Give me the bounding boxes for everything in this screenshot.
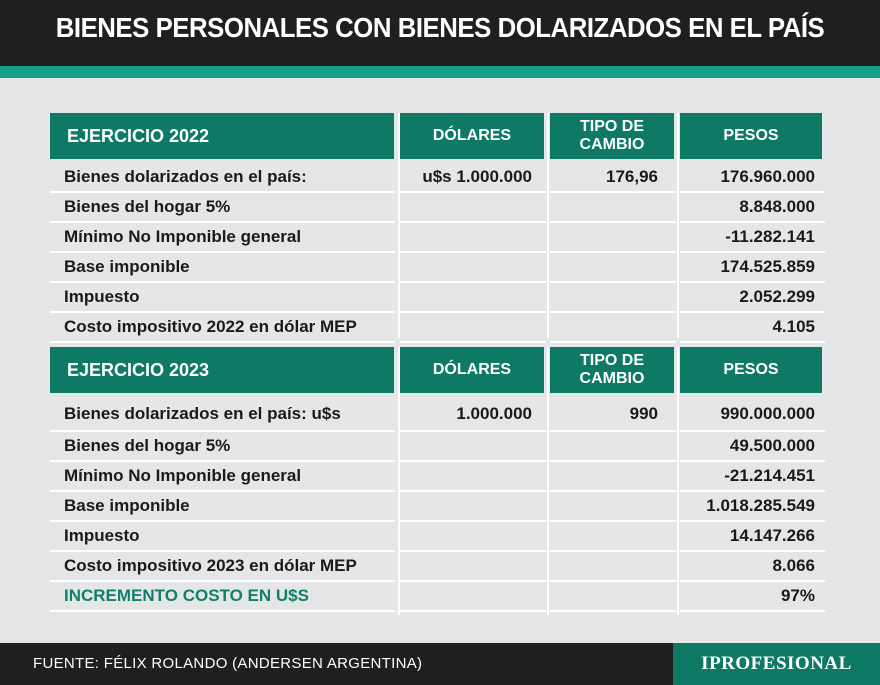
brand-logo-text: IPROFESIONAL (701, 653, 852, 674)
cell-pesos: 8.066 (680, 552, 825, 582)
cell-tipo-cambio (550, 582, 676, 612)
table-row: Base imponible 174.525.859 (50, 253, 825, 283)
column-divider (677, 113, 679, 338)
cell-dolares (400, 492, 546, 522)
cell-tipo-cambio (550, 253, 676, 283)
cell-tipo-cambio: 176,96 (550, 163, 676, 193)
column-divider (398, 113, 400, 338)
cell-tipo-cambio (550, 492, 676, 522)
footer-bar: FUENTE: FÉLIX ROLANDO (ANDERSEN ARGENTIN… (0, 643, 880, 685)
row-label: Mínimo No Imponible general (50, 462, 395, 492)
cell-tipo-cambio (550, 522, 676, 552)
column-divider (547, 113, 549, 338)
cell-dolares (400, 283, 546, 313)
cell-pesos: 4.105 (680, 313, 825, 343)
column-divider (677, 347, 679, 615)
column-header-pesos: PESOS (680, 347, 822, 393)
row-label: INCREMENTO COSTO EN U$S (50, 582, 395, 612)
page-title: BIENES PERSONALES CON BIENES DOLARIZADOS… (55, 12, 825, 43)
cell-pesos: -11.282.141 (680, 223, 825, 253)
section-year-label: EJERCICIO 2023 (50, 347, 394, 393)
row-label: Bienes dolarizados en el país: u$s (50, 402, 395, 432)
cell-tipo-cambio (550, 313, 676, 343)
table-row: Base imponible 1.018.285.549 (50, 492, 825, 522)
cell-tipo-cambio (550, 432, 676, 462)
table-row: Bienes dolarizados en el país: u$s 1.000.… (50, 163, 825, 193)
cell-dolares (400, 223, 546, 253)
row-label: Base imponible (50, 253, 395, 283)
column-header-tipo-cambio: TIPO DE CAMBIO (550, 113, 674, 159)
cell-pesos: -21.214.451 (680, 462, 825, 492)
row-label: Costo impositivo 2022 en dólar MEP (50, 313, 395, 343)
table-row: Bienes del hogar 5% 8.848.000 (50, 193, 825, 223)
cell-dolares (400, 552, 546, 582)
table-row: Bienes dolarizados en el país: u$s 1.000.… (50, 402, 825, 432)
column-header-tipo-cambio: TIPO DE CAMBIO (550, 347, 674, 393)
cell-pesos: 1.018.285.549 (680, 492, 825, 522)
cell-dolares (400, 462, 546, 492)
cell-pesos: 990.000.000 (680, 402, 825, 432)
column-divider (547, 347, 549, 615)
source-credit: FUENTE: FÉLIX ROLANDO (ANDERSEN ARGENTIN… (33, 655, 423, 672)
table-row: Impuesto 14.147.266 (50, 522, 825, 552)
cell-pesos: 14.147.266 (680, 522, 825, 552)
table-row: Bienes del hogar 5% 49.500.000 (50, 432, 825, 462)
row-label: Bienes del hogar 5% (50, 193, 395, 223)
cell-pesos: 2.052.299 (680, 283, 825, 313)
table-row: Mínimo No Imponible general -21.214.451 (50, 462, 825, 492)
table-row: INCREMENTO COSTO EN U$S 97% (50, 582, 825, 612)
column-header-tipo-cambio-text: TIPO DE CAMBIO (579, 118, 645, 153)
table-ejercicio-2023: EJERCICIO 2023 DÓLARES TIPO DE CAMBIO PE… (50, 347, 825, 615)
cell-dolares (400, 522, 546, 552)
table-row: Costo impositivo 2023 en dólar MEP 8.066 (50, 552, 825, 582)
cell-dolares: u$s 1.000.000 (400, 163, 546, 193)
cell-tipo-cambio (550, 462, 676, 492)
column-header-tipo-cambio-text: TIPO DE CAMBIO (579, 352, 645, 387)
cell-pesos: 97% (680, 582, 825, 612)
cell-pesos: 49.500.000 (680, 432, 825, 462)
cell-dolares: 1.000.000 (400, 402, 546, 432)
cell-tipo-cambio (550, 223, 676, 253)
brand-logo: IPROFESIONAL (673, 643, 880, 685)
cell-pesos: 176.960.000 (680, 163, 825, 193)
column-header-dolares: DÓLARES (400, 113, 544, 159)
cell-dolares (400, 432, 546, 462)
cell-tipo-cambio (550, 283, 676, 313)
cell-tipo-cambio (550, 552, 676, 582)
cell-dolares (400, 193, 546, 223)
cell-dolares (400, 582, 546, 612)
accent-bar (0, 66, 880, 78)
row-label: Impuesto (50, 522, 395, 552)
table-ejercicio-2022: EJERCICIO 2022 DÓLARES TIPO DE CAMBIO PE… (50, 113, 825, 343)
section-year-label: EJERCICIO 2022 (50, 113, 394, 159)
table-row: Mínimo No Imponible general -11.282.141 (50, 223, 825, 253)
row-label: Mínimo No Imponible general (50, 223, 395, 253)
table-row: Costo impositivo 2022 en dólar MEP 4.105 (50, 313, 825, 343)
cell-pesos: 174.525.859 (680, 253, 825, 283)
row-label: Bienes del hogar 5% (50, 432, 395, 462)
row-label: Impuesto (50, 283, 395, 313)
cell-dolares (400, 313, 546, 343)
row-label: Costo impositivo 2023 en dólar MEP (50, 552, 395, 582)
cell-tipo-cambio (550, 193, 676, 223)
row-label: Bienes dolarizados en el país: (50, 163, 395, 193)
column-header-pesos: PESOS (680, 113, 822, 159)
table-row: Impuesto 2.052.299 (50, 283, 825, 313)
cell-tipo-cambio: 990 (550, 402, 676, 432)
row-label: Base imponible (50, 492, 395, 522)
title-banner: BIENES PERSONALES CON BIENES DOLARIZADOS… (0, 0, 880, 66)
cell-dolares (400, 253, 546, 283)
column-header-dolares: DÓLARES (400, 347, 544, 393)
cell-pesos: 8.848.000 (680, 193, 825, 223)
column-divider (398, 347, 400, 615)
